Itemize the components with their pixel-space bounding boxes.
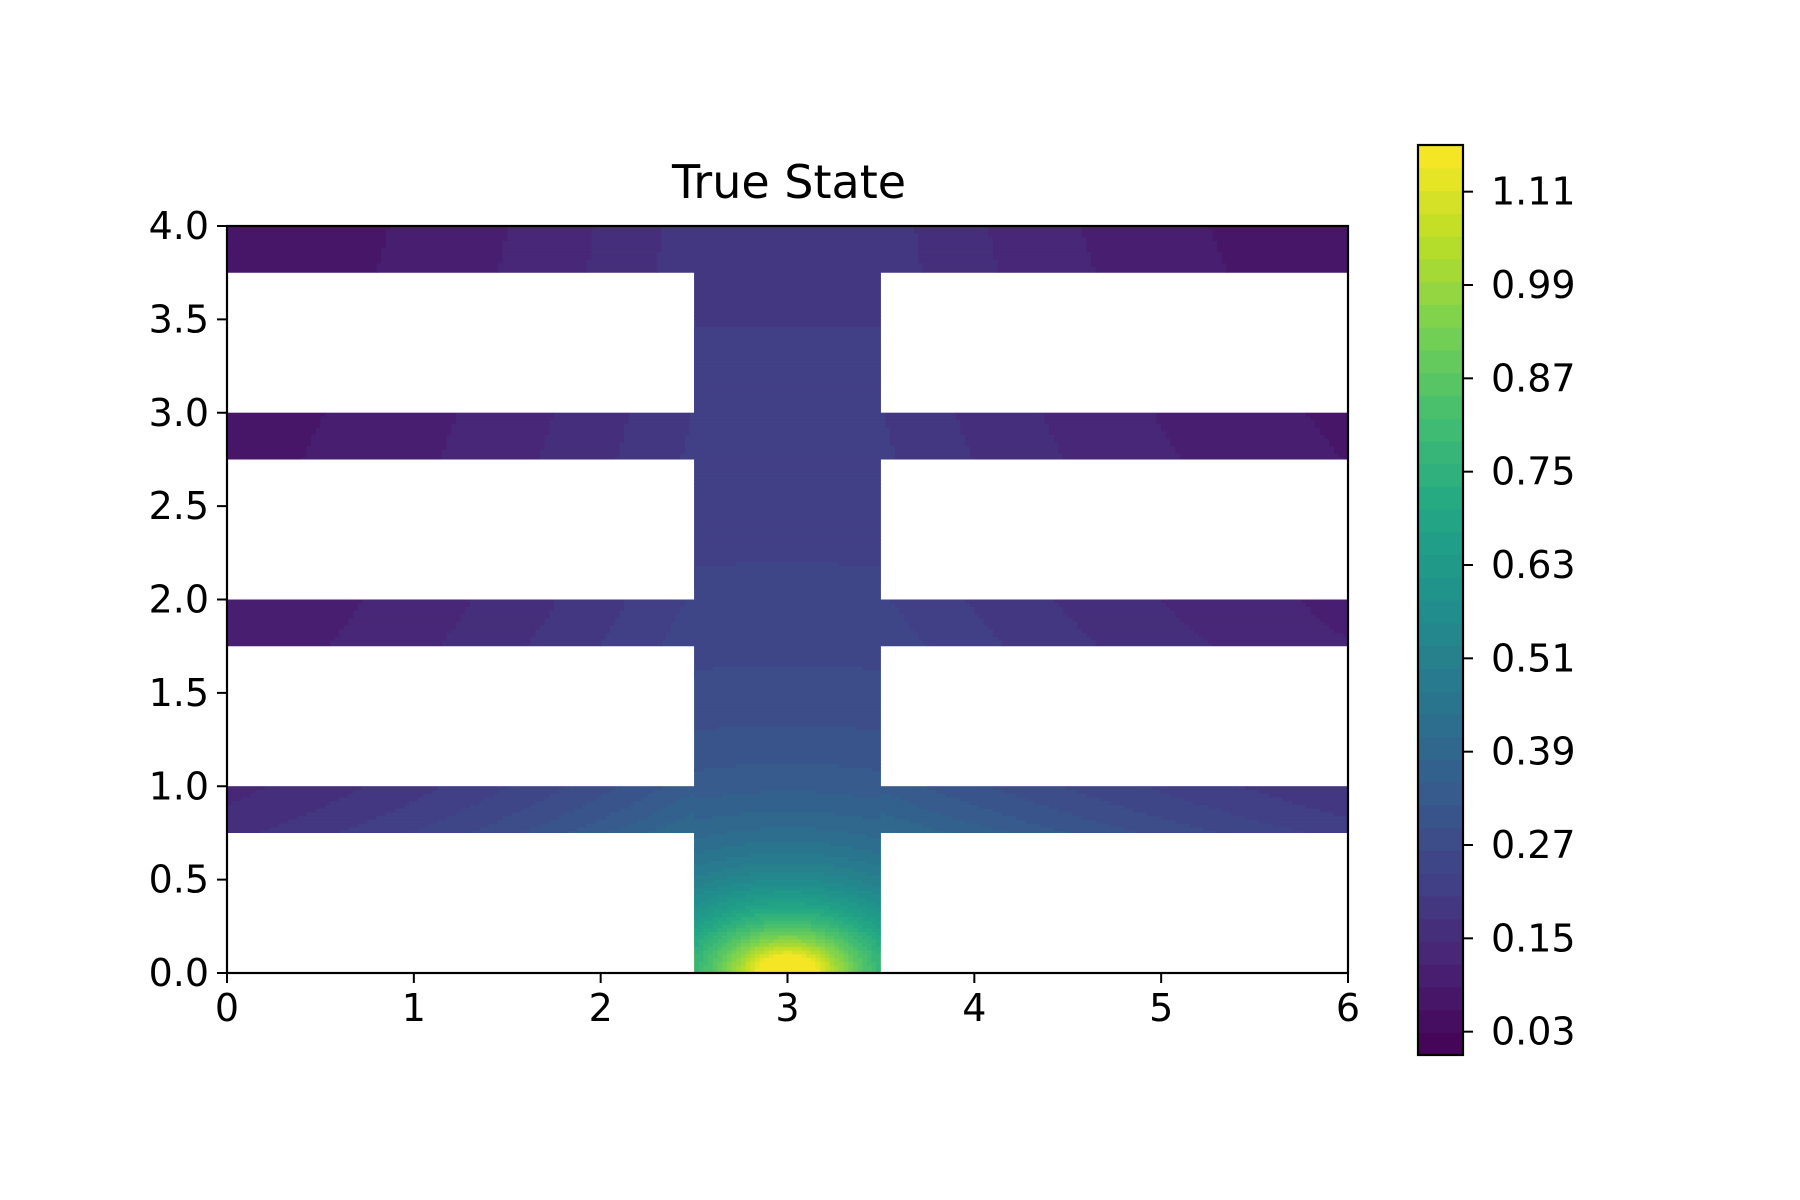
colorbar-band: [1418, 281, 1463, 305]
colorbar-band: [1418, 804, 1463, 829]
colorbar: 0.03 0.15 0.27 0.39 0.51 0.63 0.75 0.87 0.99 1.11: [1416, 143, 1576, 1057]
y-tick-label: 2.0: [149, 578, 209, 622]
colorbar-band: [1418, 349, 1463, 374]
colorbar-tick-label: 0.27: [1491, 823, 1576, 867]
colorbar-band: [1418, 986, 1463, 1011]
colorbar-tick-label: 0.15: [1491, 916, 1576, 960]
colorbar-band: [1418, 236, 1463, 260]
colorbar-band: [1418, 895, 1463, 920]
colorbar-band: [1418, 145, 1463, 169]
colorbar-band: [1418, 645, 1463, 669]
colorbar-band: [1418, 713, 1463, 738]
colorbar-band: [1418, 918, 1463, 942]
x-tick-label: 4: [962, 986, 986, 1030]
colorbar-band: [1418, 258, 1463, 283]
colorbar-band: [1418, 622, 1463, 647]
heatmap-field: [227, 226, 1348, 973]
colorbar-band: [1418, 213, 1463, 237]
colorbar-band: [1418, 463, 1463, 487]
colorbar-band: [1418, 827, 1463, 851]
colorbar-tick-label: 0.39: [1491, 730, 1576, 774]
colorbar-band: [1418, 736, 1463, 760]
x-tick-label: 2: [589, 986, 613, 1030]
y-tick-label: 0.0: [149, 951, 209, 995]
x-tick-label: 1: [402, 986, 426, 1030]
colorbar-band: [1418, 509, 1463, 533]
colorbar-band: [1418, 600, 1463, 624]
colorbar-band: [1418, 531, 1463, 556]
colorbar-frame: [1416, 143, 1465, 1057]
y-tick-label: 4.0: [149, 204, 209, 248]
y-tick-label: 3.0: [149, 391, 209, 435]
chart-title: True State: [671, 155, 906, 209]
colorbar-band: [1418, 964, 1463, 988]
colorbar-tick-label: 0.63: [1491, 543, 1576, 587]
colorbar-band: [1418, 486, 1463, 510]
y-tick-label: 1.0: [149, 764, 209, 808]
colorbar-band: [1418, 782, 1463, 806]
colorbar-band: [1418, 372, 1463, 396]
colorbar-band: [1418, 577, 1463, 601]
x-tick-label: 6: [1336, 986, 1360, 1030]
y-axis: 0.0 0.5 1.0 1.5 2.0 2.5 3.0 3.5 4.0: [149, 204, 227, 995]
colorbar-band: [1418, 759, 1463, 783]
colorbar-band: [1418, 190, 1463, 214]
x-tick-label: 0: [215, 986, 239, 1030]
colorbar-tick-label: 0.99: [1491, 263, 1576, 307]
colorbar-band: [1418, 873, 1463, 897]
y-tick-label: 3.5: [149, 297, 209, 341]
y-tick-label: 0.5: [149, 858, 209, 902]
colorbar-band: [1418, 691, 1463, 715]
colorbar-tick-label: 0.51: [1491, 636, 1576, 680]
x-tick-label: 3: [775, 986, 799, 1030]
y-tick-label: 1.5: [149, 671, 209, 715]
colorbar-band: [1418, 1032, 1463, 1056]
colorbar-band: [1418, 554, 1463, 578]
colorbar-tick-label: 0.75: [1491, 450, 1576, 494]
colorbar-tick-label: 1.11: [1491, 170, 1576, 214]
colorbar-band: [1418, 327, 1463, 351]
colorbar-band: [1418, 668, 1463, 692]
colorbar-band: [1418, 1009, 1463, 1033]
x-axis: 0 1 2 3 4 5 6: [215, 973, 1360, 1030]
x-tick-label: 5: [1149, 986, 1173, 1030]
colorbar-tick-label: 0.87: [1491, 356, 1576, 400]
colorbar-band: [1418, 167, 1463, 192]
colorbar-tick-label: 0.03: [1491, 1010, 1576, 1054]
colorbar-band: [1418, 440, 1463, 465]
colorbar-band: [1418, 304, 1463, 328]
colorbar-band: [1418, 941, 1463, 965]
colorbar-band: [1418, 418, 1463, 442]
colorbar-band: [1418, 850, 1463, 874]
colorbar-band: [1418, 395, 1463, 419]
y-tick-label: 2.5: [149, 484, 209, 528]
